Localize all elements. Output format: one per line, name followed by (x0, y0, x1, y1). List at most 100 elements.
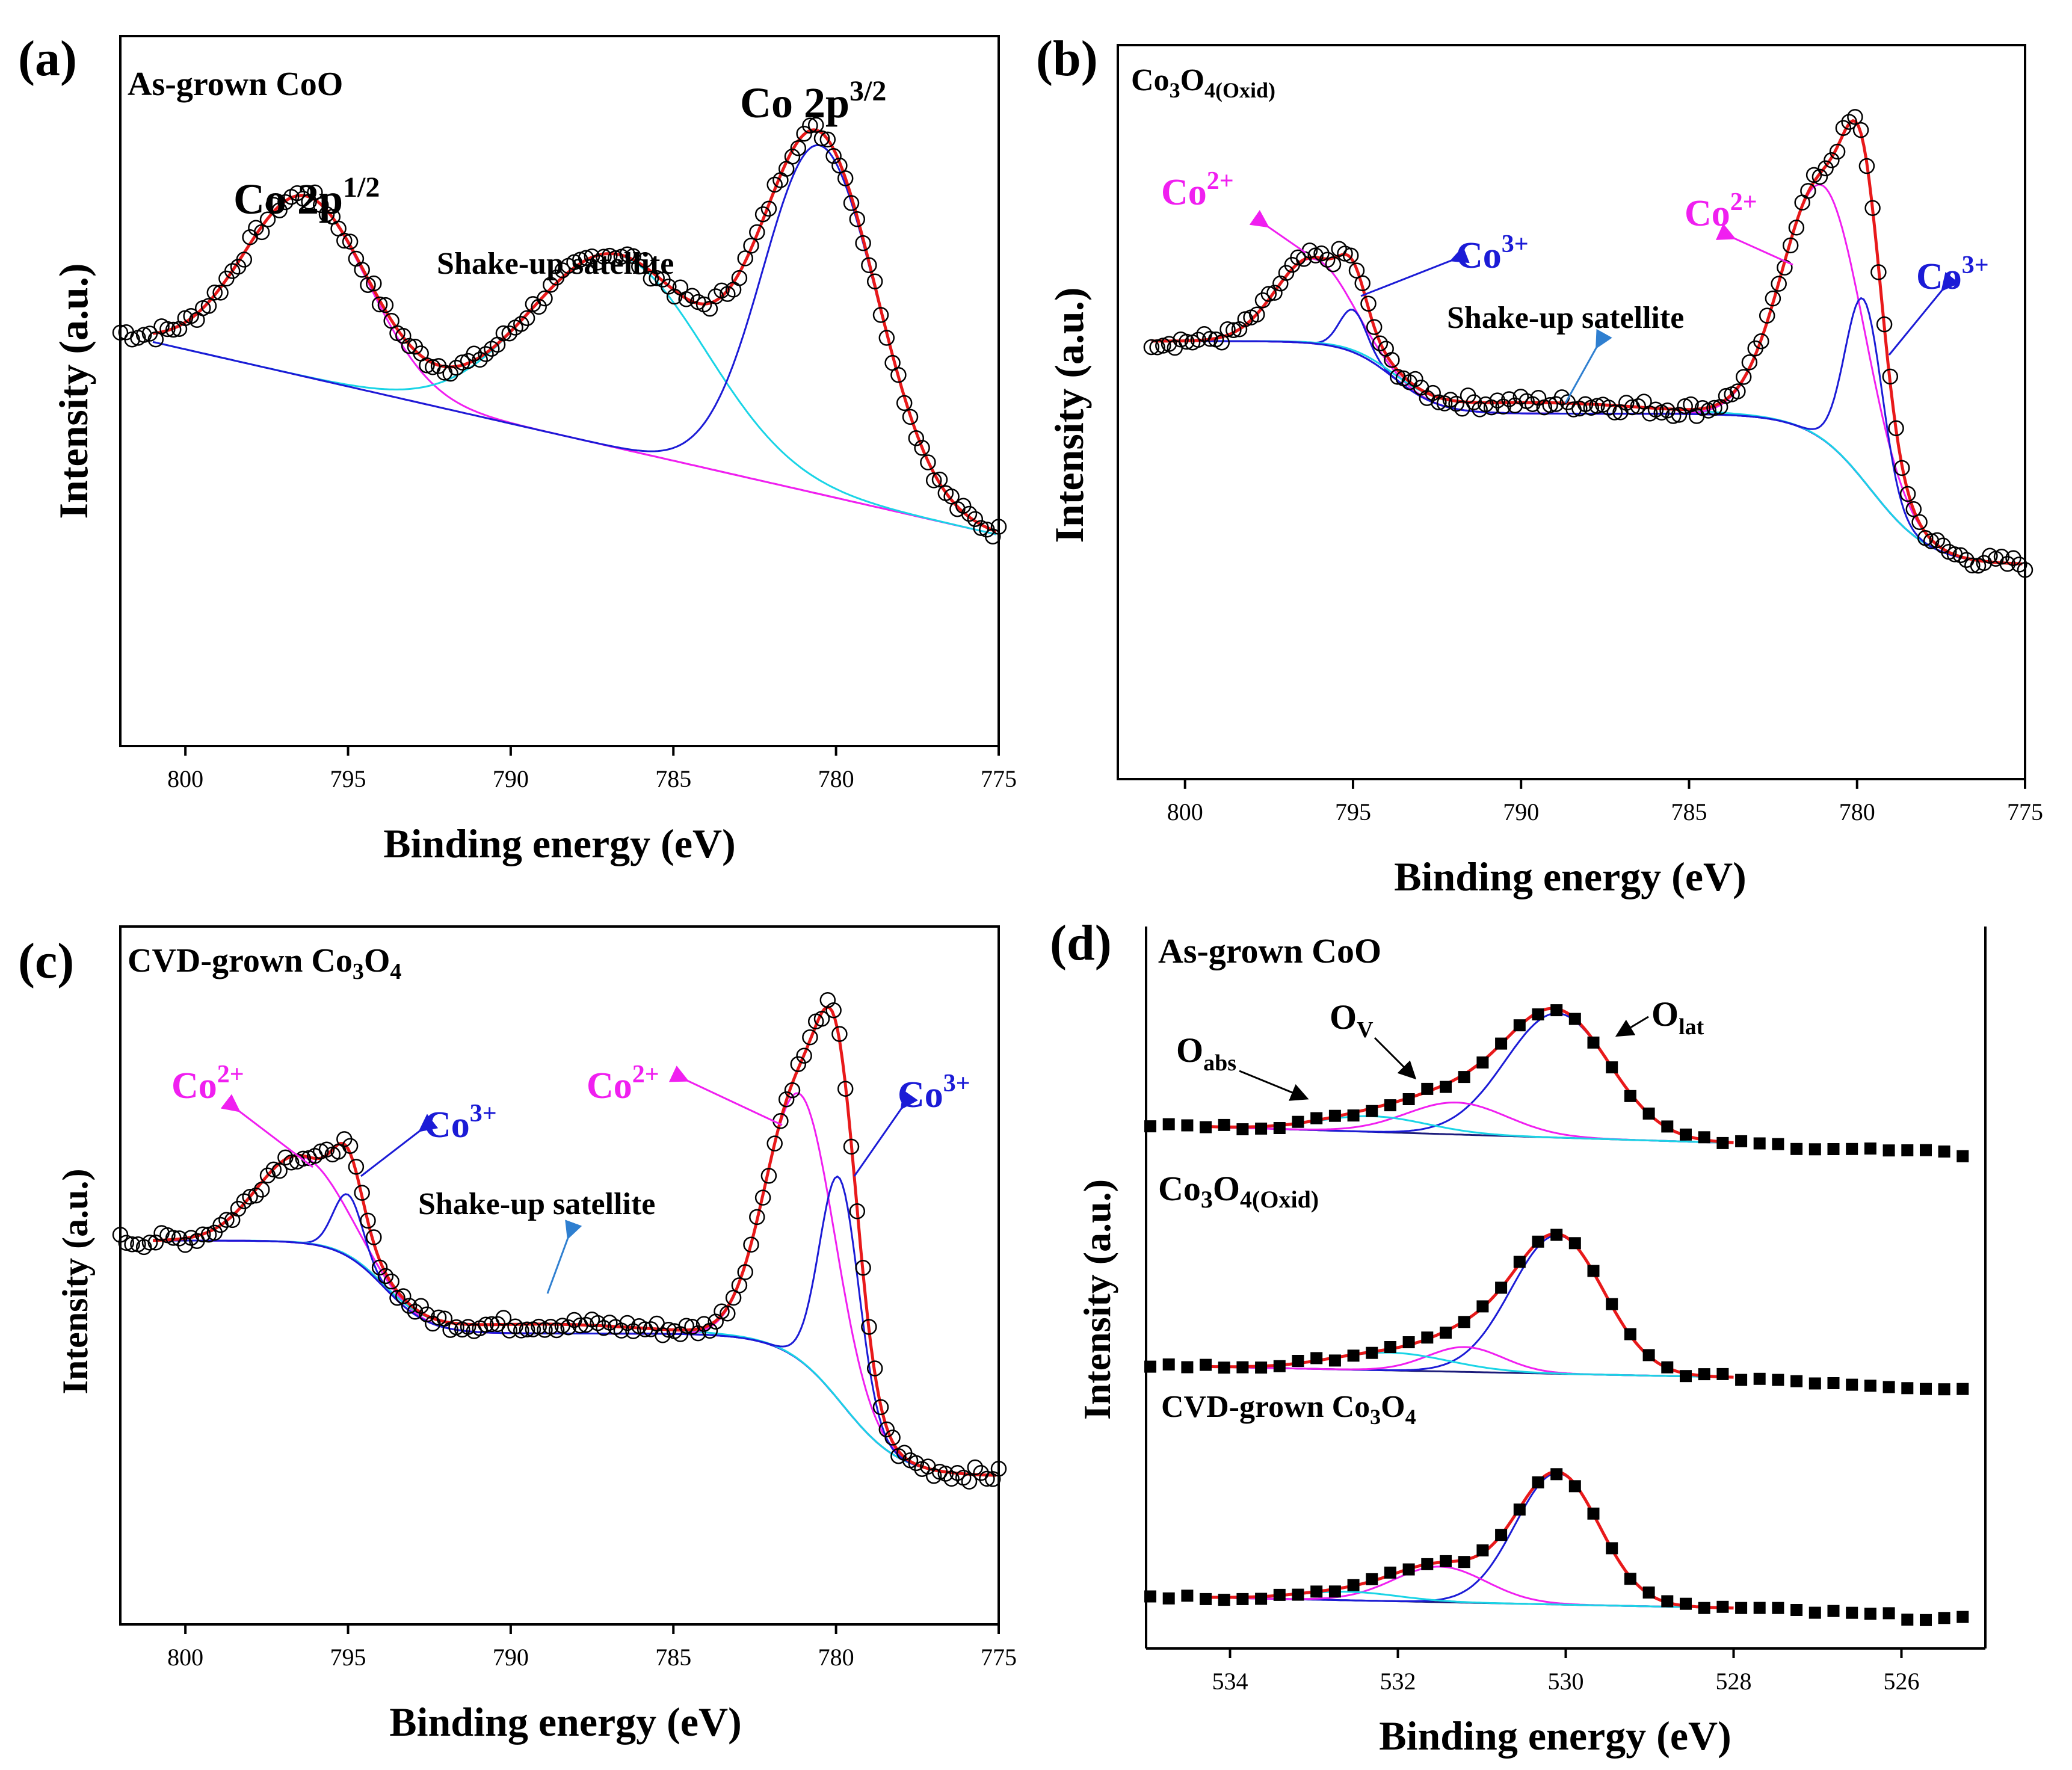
data-point-c-65 (495, 1310, 512, 1326)
o-point-0-39 (1864, 1142, 1876, 1155)
o-point-0-16 (1440, 1081, 1452, 1093)
data-point-a-148 (984, 528, 1001, 544)
data-point-a-80 (584, 248, 600, 265)
data-point-a-45 (377, 297, 394, 313)
o-point-0-29 (1680, 1128, 1692, 1141)
o-point-0-43 (1938, 1146, 1950, 1158)
o-point-1-0 (1144, 1360, 1156, 1373)
data-point-a-34 (312, 197, 329, 214)
arrow-b-co3-right (1888, 271, 1959, 356)
arrow-c-co2-right (668, 1065, 783, 1126)
panel-d-label: (d) (1050, 915, 1112, 971)
o-point-2-30 (1698, 1602, 1710, 1614)
xtick-label-c-780: 780 (818, 1644, 854, 1671)
data-point-a-145 (967, 511, 984, 527)
o-point-0-36 (1808, 1143, 1821, 1156)
data-point-a-16 (206, 284, 223, 301)
data-point-c-24 (253, 1182, 270, 1198)
o-point-2-25 (1606, 1542, 1618, 1555)
data-point-c-126 (855, 1260, 871, 1276)
annot-b-co2-left: Co2+ (1161, 167, 1234, 213)
data-point-a-137 (920, 454, 936, 470)
data-point-a-111 (766, 176, 783, 193)
data-point-a-8 (159, 321, 176, 338)
o-point-1-1 (1162, 1358, 1175, 1371)
data-point-a-9 (165, 321, 182, 338)
data-point-a-39 (342, 233, 359, 250)
o-point-2-21 (1532, 1476, 1544, 1488)
data-point-c-92 (655, 1327, 671, 1343)
data-point-a-118 (807, 117, 824, 133)
data-point-b-140 (1964, 557, 1981, 574)
data-point-b-119 (1841, 114, 1857, 130)
data-point-c-108 (749, 1209, 765, 1226)
data-point-a-123 (837, 170, 854, 187)
o-point-2-19 (1495, 1529, 1508, 1541)
o-point-0-26 (1624, 1090, 1636, 1102)
data-point-c-110 (760, 1168, 777, 1184)
data-point-a-28 (277, 194, 294, 211)
o-point-2-36 (1808, 1606, 1821, 1619)
o-point-1-13 (1384, 1341, 1396, 1353)
data-point-a-139 (931, 471, 948, 488)
data-point-b-61 (1501, 391, 1517, 407)
panel-d-ticks: 534 532 530 528 526 (1212, 1648, 1920, 1695)
xtick-label-c-775: 775 (981, 1644, 1017, 1671)
o-point-1-34 (1772, 1374, 1784, 1386)
data-point-b-101 (1735, 369, 1752, 385)
xtick-label-b-795: 795 (1335, 798, 1371, 825)
data-point-a-128 (866, 273, 883, 290)
data-point-a-132 (890, 366, 907, 383)
data-point-b-138 (1952, 547, 1969, 563)
o-point-2-17 (1458, 1556, 1470, 1568)
data-point-b-90 (1671, 407, 1688, 423)
arrow-b-co2-left (1249, 210, 1306, 254)
o-point-0-34 (1772, 1138, 1784, 1150)
data-point-b-125 (1876, 316, 1893, 333)
o-point-1-2 (1181, 1361, 1194, 1374)
data-point-a-106 (737, 250, 753, 267)
data-point-b-102 (1741, 354, 1758, 371)
data-point-c-121 (825, 1002, 842, 1019)
data-point-b-35 (1348, 262, 1365, 279)
data-point-a-144 (961, 505, 978, 522)
data-point-a-72 (537, 290, 553, 307)
panel-a: 800 795 790 785 780 775 (a) As-grown CoO Bind… (18, 31, 1017, 866)
o-point-2-37 (1827, 1605, 1840, 1617)
o-point-2-41 (1901, 1614, 1914, 1626)
series-c-co3-5 (153, 1175, 996, 1476)
data-point-a-68 (513, 316, 529, 332)
data-point-b-114 (1811, 168, 1828, 185)
data-point-c-96 (678, 1318, 694, 1334)
data-point-c-87 (625, 1323, 641, 1339)
xtick-label-a-790: 790 (493, 765, 529, 792)
data-point-b-134 (1929, 532, 1946, 549)
data-point-a-133 (896, 395, 913, 412)
panel-d: 534 532 530 528 526 (d) As-grown CoO Co3O4(O… (1050, 915, 1987, 1759)
data-point-c-149 (990, 1460, 1007, 1477)
data-point-c-100 (701, 1322, 718, 1339)
data-point-c-51 (413, 1298, 429, 1315)
data-point-b-83 (1630, 398, 1647, 415)
o-point-1-31 (1716, 1368, 1729, 1380)
panel-b-xlabel: Binding energy (eV) (1394, 854, 1747, 899)
o-point-2-5 (1236, 1593, 1249, 1605)
o-point-2-23 (1568, 1480, 1581, 1493)
o-point-0-4 (1218, 1118, 1230, 1131)
data-point-c-109 (754, 1189, 771, 1206)
arrow-c-co2-left (220, 1094, 313, 1168)
data-point-a-71 (531, 298, 547, 315)
annot-b-co2-right: Co2+ (1685, 188, 1757, 234)
xtick-label-b-800: 800 (1167, 798, 1203, 825)
o-point-2-3 (1200, 1593, 1212, 1605)
o-point-2-16 (1440, 1555, 1452, 1567)
data-point-c-49 (401, 1298, 418, 1314)
data-point-c-0 (112, 1227, 129, 1243)
data-point-b-128 (1894, 460, 1910, 476)
o-point-1-29 (1680, 1370, 1692, 1383)
data-point-c-41 (354, 1185, 370, 1201)
series-b-co2-4 (1151, 183, 2023, 565)
data-point-a-33 (307, 184, 323, 201)
data-point-c-122 (831, 1026, 848, 1042)
data-point-b-25 (1290, 249, 1306, 266)
